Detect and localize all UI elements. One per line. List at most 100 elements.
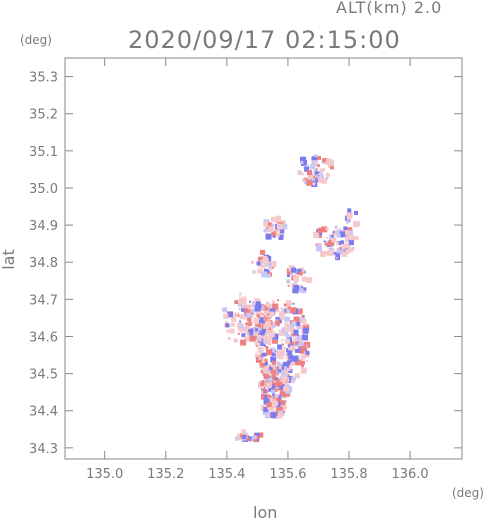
x-tick-label: 135.4 [208,467,245,482]
radar-echo-point [242,296,247,301]
radar-echo-point [263,323,270,330]
radar-echo-point [249,335,256,342]
radar-echo-point [241,308,245,312]
radar-echo-point [296,322,301,327]
radar-echo-point [302,333,305,336]
radar-echo-point [292,275,299,282]
radar-echo-point [299,350,302,353]
radar-echo-point [295,348,300,353]
radar-echo-point [262,304,269,311]
radar-echo-point [263,221,269,227]
radar-echo-point [260,259,263,262]
radar-echo-point [332,248,335,251]
radar-echo-point [305,360,308,363]
radar-echo-point [265,303,270,308]
radar-echo-point [276,363,283,370]
radar-echo-point [279,384,285,390]
radar-echo-point [275,386,279,390]
radar-echo-point [259,334,264,339]
radar-echo-point [241,429,247,435]
x-tick-label: 135.2 [147,467,184,482]
radar-echo-point [266,256,272,262]
radar-echo-point [300,367,307,374]
radar-echo-point [298,271,303,276]
radar-echo-point [301,364,305,368]
radar-echo-point [287,341,294,348]
radar-echo-point [274,351,277,354]
radar-echo-point [262,258,269,265]
radar-echo-point [307,170,313,176]
radar-echo-point [291,342,294,345]
radar-echo-point [348,230,354,236]
radar-echo-point [314,177,320,183]
radar-echo-point [266,402,272,408]
radar-echo-point [261,352,266,357]
radar-echo-point [287,306,291,310]
radar-echo-point [287,269,292,274]
radar-echo-point [255,354,260,359]
radar-echo-point [251,312,254,315]
radar-echo-point [288,347,292,351]
radar-echo-point [268,331,275,338]
radar-echo-point [259,249,265,255]
radar-echo-point [280,220,286,226]
radar-echo-point [274,366,279,371]
radar-echo-point [300,172,304,176]
radar-echo-point [269,366,273,370]
radar-echo-point [291,380,295,384]
radar-echo-point [274,320,280,326]
radar-echo-point [255,310,262,317]
radar-echo-point [263,395,267,399]
radar-echo-point [227,336,231,340]
radar-echo-point [304,166,310,172]
radar-echo-point [245,305,250,310]
radar-echo-point [261,380,264,383]
radar-echo-point [285,332,288,335]
radar-echo-point [271,381,278,388]
radar-echo-point [269,311,275,317]
radar-echo-point [340,240,345,245]
radar-echo-point [263,344,266,347]
radar-echo-point [280,229,285,234]
radar-echo-point [246,437,250,441]
radar-echo-point [262,373,265,376]
radar-echo-point [239,320,242,323]
y-tick-label: 35.1 [29,145,58,160]
radar-echo-point [271,400,277,406]
radar-echo-point [266,338,272,344]
radar-echo-point [271,216,277,222]
radar-echo-point [255,301,261,307]
radar-echo-point [281,339,284,342]
radar-echo-point [245,337,248,340]
radar-echo-point [354,220,360,226]
radar-echo-point [265,327,268,330]
radar-echo-point [268,397,273,402]
radar-echo-point [288,324,294,330]
radar-echo-point [284,322,289,327]
radar-echo-point [238,307,241,310]
radar-echo-point [286,274,290,278]
radar-echo-point [257,346,264,353]
radar-echo-point [284,396,287,399]
radar-echo-point [270,260,277,267]
radar-echo-point [319,175,322,178]
radar-echo-point [253,317,258,322]
radar-echo-point [264,329,270,335]
radar-echo-point [300,156,307,163]
radar-echo-point [287,284,290,287]
radar-echo-point [293,316,300,323]
radar-echo-point [286,279,291,284]
y-tick-label: 35.2 [29,108,58,123]
radar-echo-point [291,348,294,351]
radar-echo-point [287,350,293,356]
radar-echo-point [284,325,291,332]
x-axis-label: lon [253,503,278,522]
radar-echo-point [275,374,278,377]
radar-echo-point [234,300,239,305]
radar-echo-point [316,164,320,168]
radar-echo-point [354,210,359,215]
radar-echo-point [239,294,242,297]
radar-echo-point [252,327,255,330]
radar-echo-point [300,287,307,294]
